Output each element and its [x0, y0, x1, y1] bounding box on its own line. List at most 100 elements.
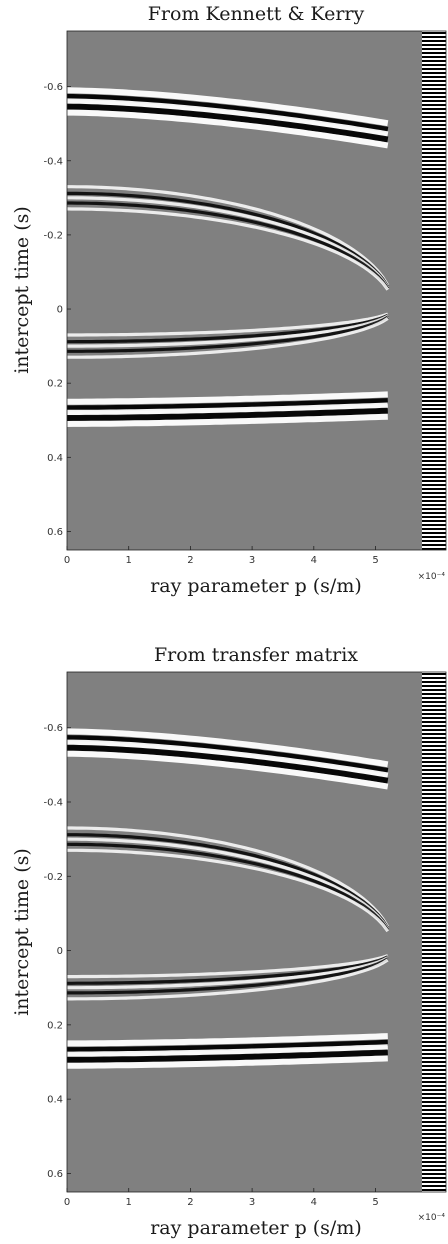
stripe-line — [422, 701, 446, 703]
stripe-line — [422, 520, 446, 522]
event-hyperbola — [67, 185, 390, 287]
event-band — [67, 413, 388, 427]
stripe-line — [422, 809, 446, 811]
stripe-line — [422, 1169, 446, 1171]
stripe-line — [422, 364, 446, 366]
event-hyperbola — [67, 848, 390, 933]
stripe-line — [422, 184, 446, 186]
stripe-line — [422, 360, 446, 362]
stripe-line — [422, 733, 446, 735]
stripe-line — [422, 524, 446, 526]
stripe-line — [422, 681, 446, 683]
stripe-line — [422, 1165, 446, 1167]
y-tick-label: -0.2 — [43, 872, 63, 883]
stripe-line — [422, 1081, 446, 1083]
stripe-line — [422, 264, 446, 266]
stripe-line — [422, 296, 446, 298]
x-tick-label: 3 — [249, 555, 255, 566]
stripe-line — [422, 945, 446, 947]
chart-title: From transfer matrix — [154, 644, 358, 666]
x-tick-label: 1 — [126, 555, 132, 566]
stripe-line — [422, 280, 446, 282]
stripe-line — [422, 436, 446, 438]
stripe-line — [422, 773, 446, 775]
stripe-line — [422, 384, 446, 386]
stripe-line — [422, 1025, 446, 1027]
stripe-line — [422, 1049, 446, 1051]
stripe-line — [422, 1093, 446, 1095]
event-band — [67, 1055, 388, 1069]
stripe-line — [422, 1121, 446, 1123]
event-band — [67, 1049, 388, 1063]
stripe-line — [422, 516, 446, 518]
stripe-line — [422, 208, 446, 210]
x-tick-label: 0 — [64, 555, 70, 566]
stripe-line — [422, 404, 446, 406]
stripe-line — [422, 985, 446, 987]
stripe-line — [422, 933, 446, 935]
stripe-line — [422, 1141, 446, 1143]
stripe-line — [422, 781, 446, 783]
stripe-line — [422, 877, 446, 879]
x-multiplier: ×10⁻⁴ — [418, 1213, 446, 1223]
stripe-line — [422, 96, 446, 98]
plot-frame — [66, 30, 447, 551]
event-band — [67, 398, 388, 412]
event-hyperbola — [67, 317, 389, 359]
event-band — [67, 103, 389, 143]
stripe-line — [422, 312, 446, 314]
stripe-line — [422, 1021, 446, 1023]
stripe-line — [422, 108, 446, 110]
stripe-line — [422, 789, 446, 791]
stripe-line — [422, 709, 446, 711]
stripe-line — [422, 1061, 446, 1063]
y-axis: -0.6 -0.4 -0.2 0 0.2 0.4 0.6 — [43, 723, 71, 1180]
stripe-line — [422, 80, 446, 82]
stripe-line — [422, 372, 446, 374]
y-tick-label: 0 — [57, 946, 63, 957]
event-band — [67, 109, 389, 149]
event-hyperbola — [67, 312, 389, 337]
event-hyperbola — [67, 957, 389, 995]
stripe-line — [422, 1157, 446, 1159]
stripe-line — [422, 52, 446, 54]
y-tick-label: 0.2 — [47, 379, 63, 390]
stripe-line — [422, 120, 446, 122]
stripe-line — [422, 480, 446, 482]
x-multiplier: ×10⁻⁴ — [418, 572, 446, 582]
event-band — [67, 1044, 388, 1058]
stripe-line — [422, 292, 446, 294]
event-hyperbola — [67, 191, 390, 288]
stripe-line — [422, 1085, 446, 1087]
event-hyperbola — [67, 313, 389, 344]
stripe-line — [422, 368, 446, 370]
y-tick-label: 0.6 — [47, 1169, 63, 1180]
stripe-line — [422, 961, 446, 963]
stripe-line — [422, 1013, 446, 1015]
event-hyperbola — [67, 958, 389, 1001]
stripe-line — [422, 352, 446, 354]
stripe-line — [422, 172, 446, 174]
stripe-line — [422, 837, 446, 839]
stripe-line — [422, 116, 446, 118]
stripe-line — [422, 60, 446, 62]
stripe-line — [422, 40, 446, 42]
stripe-line — [422, 713, 446, 715]
stripe-line — [422, 268, 446, 270]
event-band — [67, 728, 389, 768]
stripe-line — [422, 909, 446, 911]
stripe-line — [422, 128, 446, 130]
stripe-line — [422, 76, 446, 78]
stripe-line — [422, 300, 446, 302]
stripe-line — [422, 192, 446, 194]
stripe-line — [422, 392, 446, 394]
event-band — [67, 744, 389, 784]
stripe-line — [422, 1181, 446, 1183]
stripe-line — [422, 969, 446, 971]
stripe-line — [422, 805, 446, 807]
y-tick-label: -0.6 — [43, 723, 63, 734]
event-band — [67, 402, 388, 416]
stripe-line — [422, 1189, 446, 1191]
stripe-line — [422, 428, 446, 430]
stripe-line — [422, 737, 446, 739]
